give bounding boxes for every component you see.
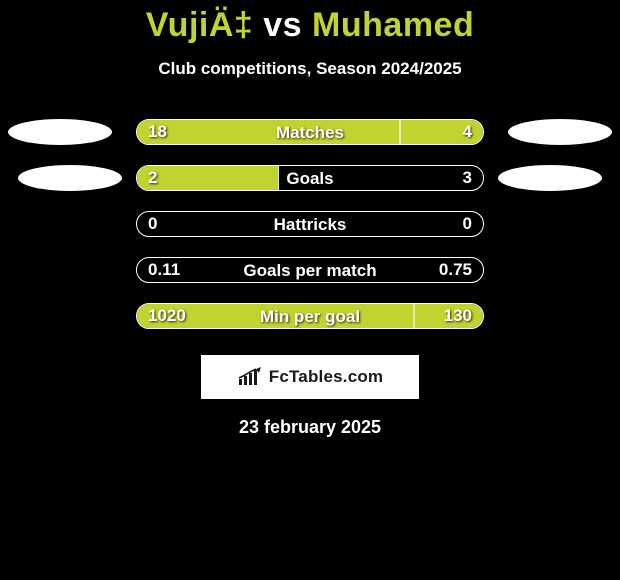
bar-label: Min per goal (137, 304, 483, 329)
row-min-per-goal: Min per goal 1020 130 (0, 303, 620, 329)
bar-label: Hattricks (137, 212, 483, 237)
flag-left-icon (8, 119, 112, 145)
source-badge: FcTables.com (201, 355, 419, 399)
value-right: 0.75 (439, 257, 472, 283)
value-right: 4 (463, 119, 472, 145)
value-right: 130 (444, 303, 472, 329)
bar-label: Matches (137, 120, 483, 145)
bar-track: Goals per match (136, 257, 484, 283)
comparison-rows: Matches 18 4 Goals 2 3 Hattricks 0 (0, 119, 620, 329)
row-hattricks: Hattricks 0 0 (0, 211, 620, 237)
date-label: 23 february 2025 (0, 417, 620, 438)
bar-track: Matches (136, 119, 484, 145)
player1-name: VujiÄ‡ (146, 6, 254, 44)
bar-label: Goals (137, 166, 483, 191)
value-left: 0.11 (148, 257, 180, 283)
comparison-card: VujiÄ‡ vs Muhamed Club competitions, Sea… (0, 0, 620, 580)
title: VujiÄ‡ vs Muhamed (0, 0, 620, 45)
vs-label: vs (263, 6, 302, 44)
value-right: 0 (463, 211, 472, 237)
value-left: 18 (148, 119, 167, 145)
flag-right-icon (508, 119, 612, 145)
flag-right-icon (498, 165, 602, 191)
value-left: 2 (148, 165, 157, 191)
value-right: 3 (463, 165, 472, 191)
bar-track: Min per goal (136, 303, 484, 329)
bar-label: Goals per match (137, 258, 483, 283)
row-goals-per-match: Goals per match 0.11 0.75 (0, 257, 620, 283)
player2-name: Muhamed (312, 6, 474, 44)
row-matches: Matches 18 4 (0, 119, 620, 145)
value-left: 0 (148, 211, 157, 237)
value-left: 1020 (148, 303, 186, 329)
flag-left-icon (18, 165, 122, 191)
bar-track: Hattricks (136, 211, 484, 237)
row-goals: Goals 2 3 (0, 165, 620, 191)
chart-up-icon (237, 367, 263, 387)
subtitle: Club competitions, Season 2024/2025 (0, 59, 620, 79)
bar-track: Goals (136, 165, 484, 191)
badge-text: FcTables.com (269, 367, 384, 387)
